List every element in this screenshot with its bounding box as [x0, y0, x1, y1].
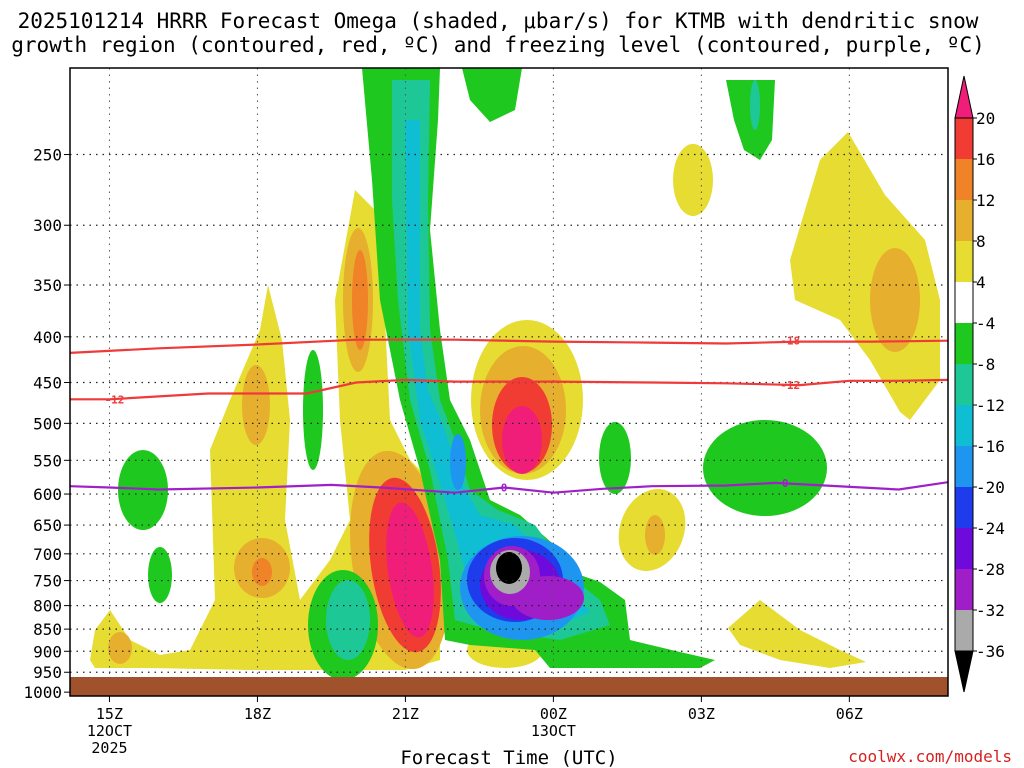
- contour-label-2: -12: [780, 379, 800, 392]
- colorbar-segment-3: [955, 241, 973, 282]
- omega-area-green-19z: [303, 350, 323, 470]
- colorbar-tick-label-10: -24: [976, 519, 1005, 538]
- colorbar-tick-label-3: 8: [976, 232, 986, 251]
- colorbar-tick-label-11: -28: [976, 560, 1005, 579]
- omega-area-orange-06z: [870, 248, 920, 352]
- contour-lines: -18 -12 -12 0 0: [70, 335, 948, 495]
- y-tick-label-750: 750: [33, 572, 62, 591]
- omega-area-orange-18z: [242, 365, 270, 445]
- x-tick-label-03Z: 03Z: [688, 705, 715, 723]
- colorbar-segment-9: [955, 487, 973, 528]
- contour-2: [70, 481, 948, 494]
- y-tick-label-950: 950: [33, 663, 62, 682]
- x-tick-date-00Z: 13OCT: [531, 722, 576, 740]
- y-tick-label-450: 450: [33, 373, 62, 392]
- colorbar-tick-label-13: -36: [976, 642, 1005, 661]
- omega-area-pink-23z: [502, 406, 542, 474]
- y-tick-label-1000: 1000: [23, 683, 62, 702]
- x-tick-label-00Z: 00Z: [540, 705, 567, 723]
- contour-label-0: -18: [780, 335, 800, 348]
- x-tick-label-21Z: 21Z: [392, 705, 419, 723]
- omega-area-yellow-05z-low: [728, 600, 866, 668]
- y-tick-label-650: 650: [33, 516, 62, 535]
- colorbar-segment-7: [955, 405, 973, 446]
- x-axis-label: Forecast Time (UTC): [400, 747, 617, 768]
- contour-label-1: -12: [104, 393, 124, 406]
- y-tick-label-550: 550: [33, 451, 62, 470]
- colorbar-segment-5: [955, 323, 973, 364]
- colorbar-tick-label-8: -16: [976, 437, 1005, 456]
- x-tick-year-15Z: 2025: [91, 739, 127, 757]
- y-tick-label-300: 300: [33, 216, 62, 235]
- ground-surface: [70, 677, 948, 696]
- omega-area-orange-20z-core: [352, 250, 368, 350]
- colorbar-tick-label-2: 12: [976, 191, 995, 210]
- colorbar: 20 16 12 8 4 -4 -8 -12 -16 -20 -24 -28 -32 -36: [954, 75, 1005, 693]
- colorbar-tick-label-6: -8: [976, 355, 995, 374]
- y-tick-label-250: 250: [33, 146, 62, 165]
- y-tick-label-800: 800: [33, 597, 62, 616]
- omega-area-orange-18z-core: [252, 558, 272, 586]
- y-tick-label-900: 900: [33, 642, 62, 661]
- colorbar-tick-label-5: -4: [976, 314, 995, 333]
- plot-area: -18 -12 -12 0 0: [70, 68, 948, 696]
- y-tick-label-350: 350: [33, 276, 62, 295]
- y-tick-label-400: 400: [33, 328, 62, 347]
- colorbar-segment-1: [955, 159, 973, 200]
- colorbar-tick-label-0: 20: [976, 109, 995, 128]
- chart-title-line-1: 2025101214 HRRR Forecast Omega (shaded, …: [18, 9, 979, 33]
- omega-area-pink-21z: [386, 502, 434, 638]
- colorbar-segment-4: [955, 282, 973, 323]
- y-tick-label-700: 700: [33, 545, 62, 564]
- omega-area-yellow-03z: [673, 144, 713, 216]
- x-tick-label-18Z: 18Z: [244, 705, 271, 723]
- x-tick-label-06Z: 06Z: [836, 705, 863, 723]
- x-tick-label-15Z: 15Z: [96, 705, 123, 723]
- colorbar-segment-11: [955, 569, 973, 610]
- contour-label-4: 0: [782, 477, 789, 490]
- omega-area-green-column-top: [462, 68, 522, 122]
- x-tick-date-15Z: 12OCT: [87, 722, 132, 740]
- colorbar-bottom-triangle: [954, 650, 974, 693]
- omega-shading: [90, 68, 940, 680]
- colorbar-segment-12: [955, 610, 973, 651]
- colorbar-tick-label-4: 4: [976, 273, 986, 292]
- contour-0: [70, 338, 948, 354]
- colorbar-tick-label-7: -12: [976, 396, 1005, 415]
- contour-1: [70, 378, 948, 401]
- colorbar-tick-label-12: -32: [976, 601, 1005, 620]
- y-axis-ticks: 250 300 350 400 450 500 550 600 650 700 750 800 850 9…: [23, 146, 70, 702]
- credit-text: coolwx.com/models: [848, 747, 1012, 766]
- omega-area-green-04z: [703, 420, 827, 516]
- omega-area-yellow-06z: [790, 132, 940, 420]
- omega-area-teal-04z-top: [750, 80, 760, 130]
- y-tick-label-600: 600: [33, 485, 62, 504]
- colorbar-segment-0: [955, 118, 973, 159]
- omega-area-green-04z-top: [726, 80, 775, 160]
- omega-area-teal-20z-low: [326, 580, 370, 660]
- omega-area-cyan-column: [405, 120, 590, 625]
- contour-label-3: 0: [501, 482, 508, 495]
- chart-title-line-2: growth region (contoured, red, ºC) and f…: [11, 33, 985, 57]
- omega-area-orange-02z: [645, 515, 665, 555]
- colorbar-segment-10: [955, 528, 973, 569]
- colorbar-top-triangle: [954, 75, 974, 119]
- colorbar-tick-label-1: 16: [976, 150, 995, 169]
- omega-area-blue-22z: [450, 434, 466, 490]
- omega-area-black-23z: [496, 552, 522, 584]
- y-tick-label-500: 500: [33, 414, 62, 433]
- omega-area-green-0030z: [599, 422, 631, 494]
- y-tick-label-850: 850: [33, 620, 62, 639]
- colorbar-segment-6: [955, 364, 973, 405]
- omega-area-green-16z: [148, 547, 172, 603]
- colorbar-segment-2: [955, 200, 973, 241]
- omega-area-orange-15z: [108, 632, 132, 664]
- omega-area-green-15z: [118, 450, 168, 530]
- colorbar-tick-label-9: -20: [976, 478, 1005, 497]
- grid-lines: [70, 68, 948, 696]
- colorbar-segment-8: [955, 446, 973, 487]
